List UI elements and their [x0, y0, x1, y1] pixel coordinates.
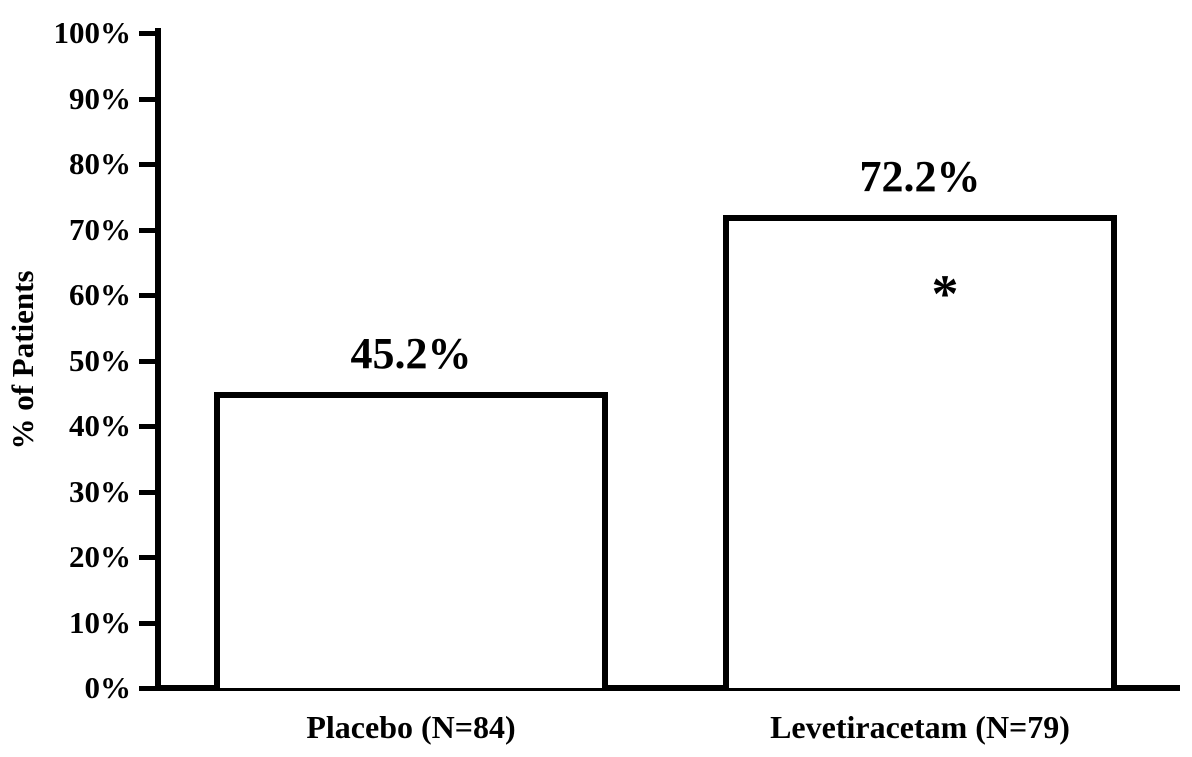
significance-asterisk: * [931, 264, 959, 324]
y-tick-mark [139, 620, 156, 626]
plot-area: 45.2% Placebo (N=84) 72.2% * Levetiracet… [161, 33, 1180, 745]
y-tick-label: 100% [53, 15, 132, 50]
y-tick-mark [139, 489, 156, 495]
bar-value-label: 72.2% [859, 151, 981, 201]
y-tick-label: 10% [69, 604, 131, 640]
y-tick-label: 0% [84, 670, 132, 705]
y-tick-mark [139, 424, 156, 429]
y-tick-label: 40% [69, 408, 131, 443]
y-tick-label: 60% [69, 277, 131, 312]
y-tick-mark [139, 293, 156, 298]
y-tick-mark [139, 31, 156, 36]
y-tick-mark [139, 358, 156, 364]
y-tick-label: 30% [69, 473, 131, 509]
bar-group-levetiracetam: 72.2% * Levetiracetam (N=79) [723, 33, 1117, 745]
x-axis-category-label: Levetiracetam (N=79) [770, 709, 1070, 745]
y-tick-label: 90% [69, 80, 131, 116]
x-axis-category-label: Placebo (N=84) [306, 709, 516, 745]
y-tick-label: 70% [69, 211, 131, 247]
bar-value-label: 45.2% [350, 328, 472, 378]
y-tick-mark [139, 162, 156, 167]
bar-levetiracetam: * [723, 215, 1117, 688]
y-tick-label: 20% [69, 539, 131, 574]
y-tick-mark [139, 686, 156, 691]
bar-group-placebo: 45.2% Placebo (N=84) [214, 33, 608, 745]
y-tick-label: 50% [69, 342, 131, 378]
y-axis-line [155, 28, 161, 691]
y-tick-mark [139, 555, 156, 560]
y-tick-mark [139, 227, 156, 233]
bar-placebo [214, 392, 608, 688]
y-tick-mark [139, 96, 156, 102]
x-axis-line [155, 685, 1180, 691]
y-tick-label: 80% [69, 146, 131, 181]
